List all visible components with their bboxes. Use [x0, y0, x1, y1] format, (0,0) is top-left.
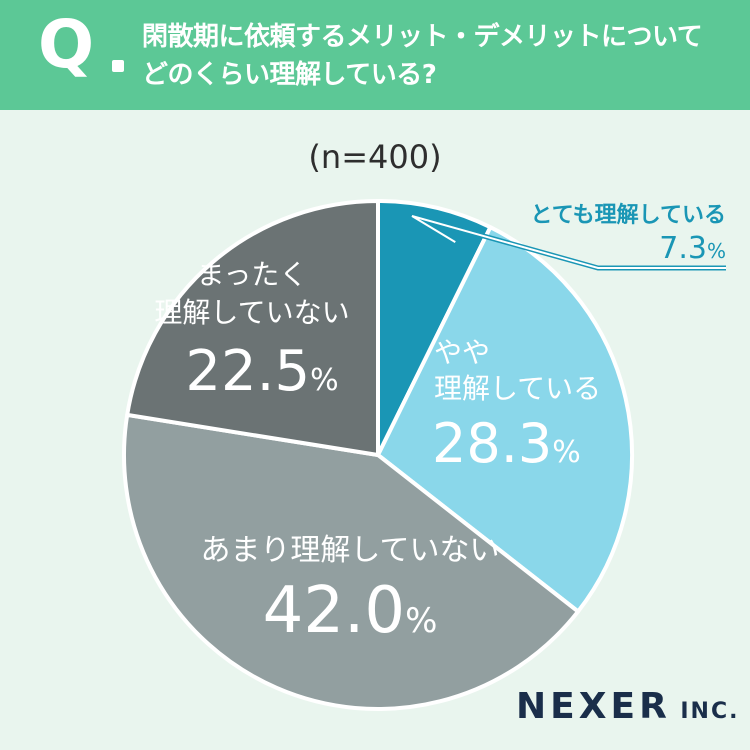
pie-slice-4 — [125, 199, 380, 457]
header-bar: Q 閑散期に依頼するメリット・デメリットについて どのくらい理解している? — [0, 0, 750, 110]
question-line-2: どのくらい理解している? — [142, 60, 437, 90]
q-dot — [112, 60, 124, 72]
question-line-1: 閑散期に依頼するメリット・デメリットについて — [142, 22, 703, 52]
slice-label-4a: まったく — [197, 258, 308, 291]
logo-sub: INC. — [680, 699, 740, 724]
company-logo: NEXER INC. — [516, 686, 739, 727]
slice-value-1: 7.3% — [659, 231, 726, 266]
logo-main: NEXER — [516, 686, 671, 727]
q-label: Q — [38, 6, 95, 83]
slice-label-1: とても理解している — [530, 202, 726, 228]
slice-label-3: あまり理解していない — [200, 533, 499, 568]
pie-slice-2 — [376, 225, 634, 614]
leader-line — [411, 215, 726, 269]
pie-slice-3 — [122, 412, 581, 711]
sample-size: (n=400) — [308, 138, 442, 176]
pie-slice-1 — [376, 199, 493, 457]
slice-label-4b: 理解していない — [154, 296, 349, 329]
slice-label-2a: やや — [434, 336, 490, 369]
slice-label-2b: 理解している — [434, 372, 601, 405]
question-text: 閑散期に依頼するメリット・デメリットについて どのくらい理解している? — [142, 18, 732, 94]
